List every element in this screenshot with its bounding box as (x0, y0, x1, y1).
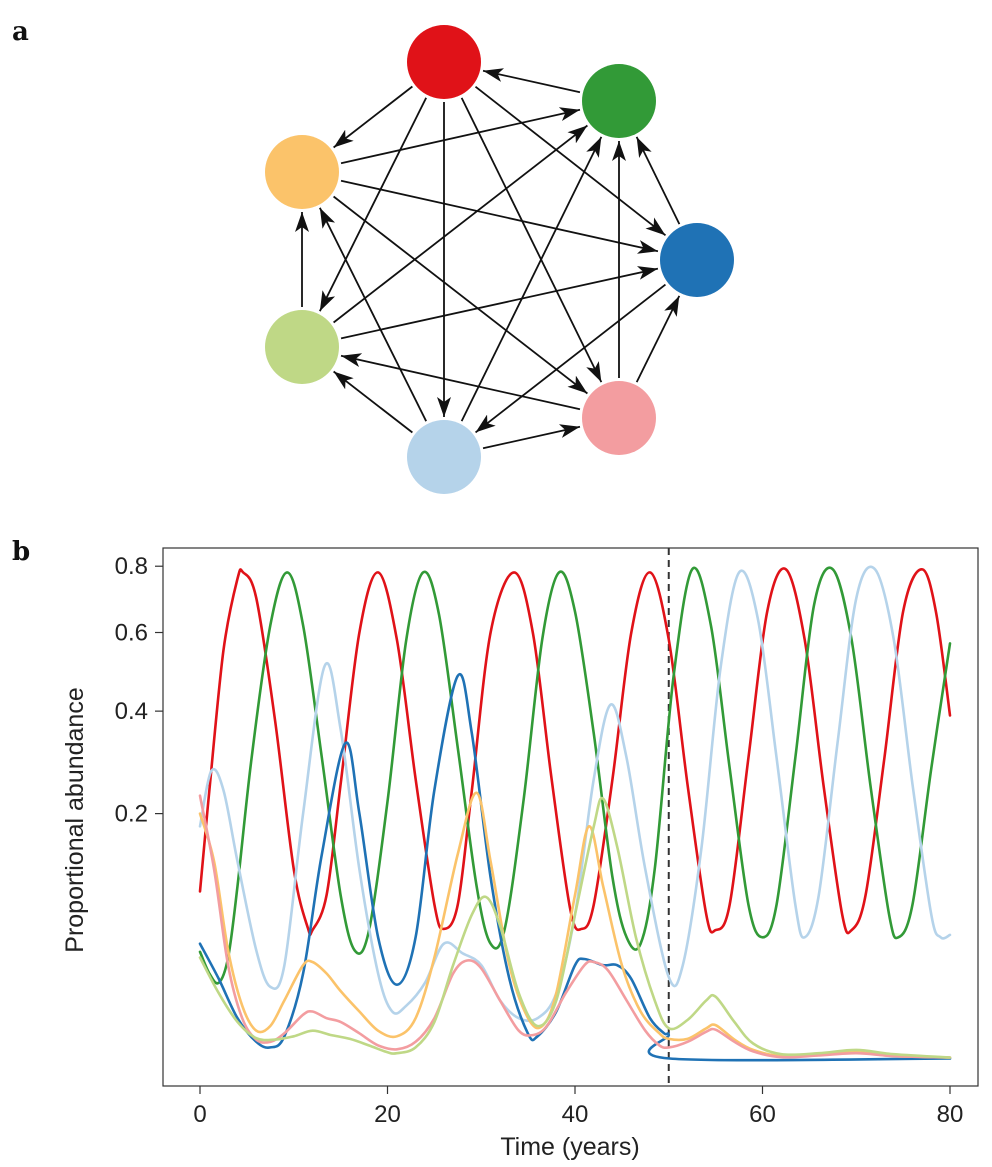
node-pink (582, 381, 656, 455)
edge-pink-to-blue (635, 295, 681, 383)
edge-orange-to-dark-green (340, 107, 581, 165)
plot-frame (162, 547, 979, 1087)
series-lines (198, 565, 952, 1062)
node-light-green (265, 310, 339, 384)
x-tick-label: 80 (937, 1101, 964, 1128)
edge-blue-to-dark-green (635, 136, 681, 225)
y-tick-label: 0.8 (115, 553, 148, 580)
edge-orange-to-pink (333, 195, 588, 395)
network-edges (295, 68, 681, 450)
edge-light-green-to-blue (340, 266, 659, 340)
edge-dark-green-to-red (482, 68, 581, 94)
x-tick-label: 0 (193, 1101, 206, 1128)
node-red (407, 25, 481, 99)
edge-light-blue-to-orange (319, 207, 427, 422)
series-line-6 (198, 794, 952, 1059)
edge-blue-to-light-blue (475, 283, 666, 434)
node-light-blue (407, 420, 481, 494)
panel-b-label: b (12, 537, 30, 567)
x-axis-title: Time (years) (500, 1133, 639, 1161)
edge-light-blue-to-dark-green (460, 136, 603, 422)
series-line-3 (198, 565, 952, 1023)
y-tick-label: 0.4 (115, 698, 148, 725)
edge-red-to-light-green (319, 97, 427, 312)
node-blue (660, 223, 734, 297)
node-dark-green (582, 64, 656, 138)
edge-red-to-orange (333, 85, 413, 149)
edge-pink-to-light-green (340, 353, 581, 411)
y-axis: 0.2 0.4 0.6 0.8 (115, 553, 163, 828)
y-axis-title: Proportional abundance (61, 687, 89, 952)
series-line-7 (198, 796, 952, 1059)
x-tick-label: 40 (562, 1101, 589, 1128)
edge-light-blue-to-light-green (333, 370, 413, 434)
series-line-2 (198, 566, 952, 985)
x-tick-label: 60 (749, 1101, 776, 1128)
edge-orange-to-blue (340, 179, 659, 254)
edge-light-green-to-dark-green (333, 124, 588, 324)
network-nodes (265, 25, 734, 494)
series-line-4 (198, 672, 952, 1062)
y-tick-label: 0.2 (115, 801, 148, 828)
edge-light-blue-to-pink (482, 424, 581, 450)
x-axis: 0 20 40 60 80 (193, 1086, 963, 1128)
y-tick-label: 0.6 (115, 620, 148, 647)
series-line-1 (198, 567, 952, 937)
edge-red-to-blue (474, 85, 667, 237)
node-orange (265, 135, 339, 209)
edge-red-to-pink (460, 97, 603, 383)
x-tick-label: 20 (374, 1101, 401, 1128)
panel-a-label: a (12, 17, 29, 47)
